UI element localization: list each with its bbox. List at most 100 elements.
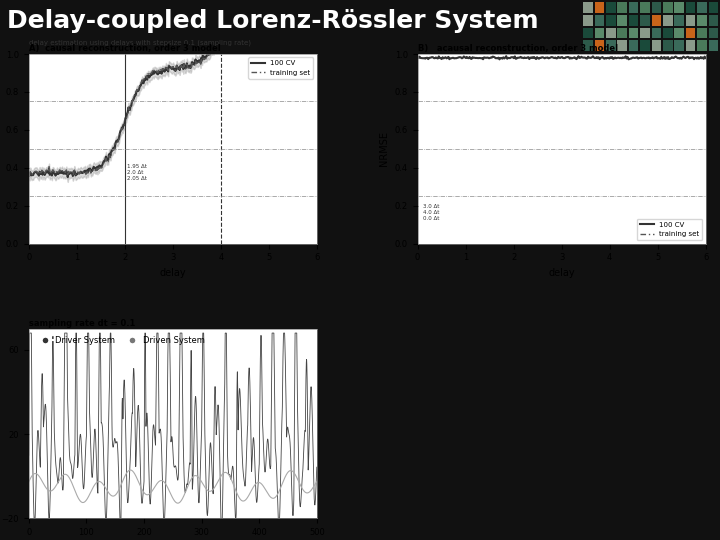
Driver System: [240, 475, 248, 481]
Bar: [708, 40, 719, 51]
Legend: Driver System, Driven System: Driver System, Driven System: [33, 333, 208, 349]
Bar: [697, 28, 707, 38]
Bar: [663, 15, 672, 25]
training set: [235, 16, 243, 23]
Bar: [697, 2, 707, 13]
Bar: [640, 15, 650, 25]
Driven System: [212, 482, 220, 488]
Driven System: [135, 480, 143, 486]
training set: [233, 18, 242, 25]
Bar: [606, 28, 616, 38]
Bar: [629, 40, 639, 51]
100 CV: [24, 172, 33, 178]
Driver System: [25, 330, 34, 336]
Legend: 100 CV, training set: 100 CV, training set: [637, 219, 702, 240]
Bar: [675, 28, 684, 38]
Text: A)  causal reconstruction, order 3 model: A) causal reconstruction, order 3 model: [29, 44, 220, 53]
training set: [24, 172, 33, 178]
Bar: [618, 28, 627, 38]
Bar: [663, 2, 672, 13]
X-axis label: delay: delay: [160, 268, 186, 278]
Driver System: [197, 428, 206, 434]
Bar: [652, 40, 661, 51]
Driven System: [24, 478, 33, 485]
Bar: [697, 15, 707, 25]
Bar: [663, 28, 672, 38]
Bar: [675, 15, 684, 25]
Bar: [652, 2, 661, 13]
X-axis label: delay: delay: [549, 268, 575, 278]
Bar: [640, 28, 650, 38]
Bar: [583, 2, 593, 13]
Bar: [595, 40, 604, 51]
Bar: [685, 40, 696, 51]
Bar: [640, 2, 650, 13]
Line: Driven System: Driven System: [29, 470, 317, 503]
Bar: [606, 2, 616, 13]
Driver System: [212, 431, 220, 438]
training set: [312, 10, 321, 16]
Driven System: [312, 478, 321, 485]
Bar: [583, 15, 593, 25]
Bar: [697, 40, 707, 51]
Bar: [708, 15, 719, 25]
100 CV: [59, 171, 68, 177]
Line: Driver System: Driver System: [29, 333, 317, 518]
Legend: 100 CV, training set: 100 CV, training set: [248, 57, 313, 78]
Text: B)   acausal reconstruction, order 3 model: B) acausal reconstruction, order 3 model: [418, 44, 618, 53]
Bar: [595, 15, 604, 25]
Driver System: [135, 411, 143, 418]
training set: [254, 6, 263, 12]
Bar: [652, 28, 661, 38]
Bar: [606, 15, 616, 25]
Driven System: [261, 487, 270, 493]
100 CV: [312, 8, 321, 15]
Bar: [583, 28, 593, 38]
Driver System: [30, 515, 38, 522]
Driver System: [261, 463, 270, 470]
Line: training set: training set: [29, 9, 317, 176]
Bar: [618, 2, 627, 13]
training set: [59, 169, 68, 176]
Text: sampling rate dt = 0.1: sampling rate dt = 0.1: [29, 319, 135, 328]
Driver System: [312, 464, 321, 470]
Bar: [595, 28, 604, 38]
training set: [63, 173, 72, 179]
Bar: [629, 2, 639, 13]
Driver System: [24, 452, 33, 458]
Bar: [675, 2, 684, 13]
Driver System: [77, 440, 86, 446]
Bar: [629, 15, 639, 25]
Bar: [652, 15, 661, 25]
Text: 3.0 Δt
4.0 Δt
0.0 Δt: 3.0 Δt 4.0 Δt 0.0 Δt: [423, 204, 440, 221]
Text: Delay-coupled Lorenz-Rössler System: Delay-coupled Lorenz-Rössler System: [7, 9, 539, 32]
Bar: [595, 2, 604, 13]
training set: [139, 78, 148, 85]
Bar: [685, 28, 696, 38]
Line: 100 CV: 100 CV: [29, 9, 317, 177]
Bar: [640, 40, 650, 51]
100 CV: [119, 122, 127, 128]
Text: delay estimation using delays with stepsize 0.1 (sampling rate): delay estimation using delays with steps…: [29, 40, 251, 46]
100 CV: [139, 80, 148, 86]
Bar: [708, 2, 719, 13]
100 CV: [233, 19, 242, 26]
Bar: [583, 40, 593, 51]
Bar: [685, 15, 696, 25]
Driven System: [174, 500, 182, 507]
Y-axis label: NRMSE: NRMSE: [379, 131, 389, 166]
Bar: [618, 40, 627, 51]
100 CV: [63, 174, 72, 180]
Bar: [708, 28, 719, 38]
Bar: [629, 28, 639, 38]
Driven System: [197, 478, 206, 485]
training set: [207, 49, 215, 56]
100 CV: [235, 17, 243, 24]
100 CV: [207, 48, 215, 54]
Bar: [618, 15, 627, 25]
Bar: [663, 40, 672, 51]
Bar: [675, 40, 684, 51]
Text: 1.95 Δt
2.0 Δt
2.05 Δt: 1.95 Δt 2.0 Δt 2.05 Δt: [127, 164, 147, 180]
Driven System: [77, 498, 86, 505]
100 CV: [288, 6, 297, 12]
